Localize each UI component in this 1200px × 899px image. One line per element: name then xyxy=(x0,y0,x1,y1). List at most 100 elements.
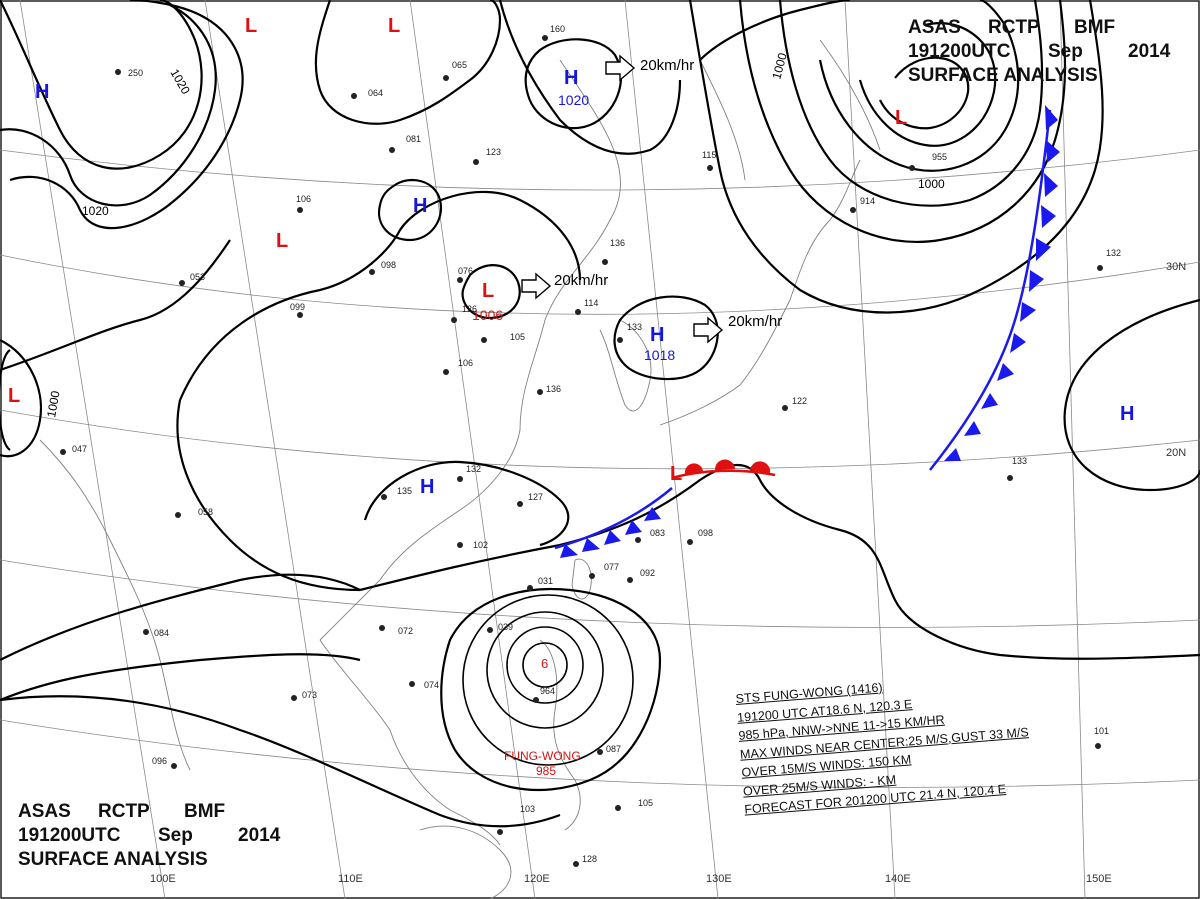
high-pressure-center: H xyxy=(413,195,427,217)
lon-line-130e xyxy=(624,0,719,899)
svg-text:096: 096 xyxy=(152,756,167,766)
station-plot: 073 xyxy=(291,690,317,701)
isobar xyxy=(377,178,443,242)
high-pressure-center: H xyxy=(564,67,578,89)
svg-text:136: 136 xyxy=(610,238,625,248)
cold-front-barbs xyxy=(560,507,661,558)
high-pressure-center: H xyxy=(1120,403,1134,425)
station-plot: 123 xyxy=(473,147,501,165)
svg-text:099: 099 xyxy=(290,302,305,312)
isobar xyxy=(0,695,561,828)
lon-line-110e xyxy=(204,0,346,899)
station-plot: 122 xyxy=(782,396,807,411)
station-plot: 098 xyxy=(687,528,713,545)
analysis-year: 2014 xyxy=(238,825,281,846)
svg-text:133: 133 xyxy=(627,322,642,332)
isobar xyxy=(359,464,1200,660)
station-plot: 955 xyxy=(909,152,947,171)
coast-borneo xyxy=(419,825,512,899)
svg-text:084: 084 xyxy=(154,628,169,638)
warm-front xyxy=(671,459,776,480)
motion-arrow: 20km/hr xyxy=(521,272,608,300)
typhoon-name: FUNG-WONG xyxy=(504,749,581,763)
station-plot: 076 xyxy=(457,266,473,283)
station-plot: 132 xyxy=(1097,248,1121,271)
chart-title-bottom: ASAS RCTP BMF 191200UTC Sep 2014 SURFACE ANA… xyxy=(18,800,280,872)
svg-text:058: 058 xyxy=(198,507,213,517)
low-pressure-center: L xyxy=(276,230,288,252)
svg-text:064: 064 xyxy=(368,88,383,98)
svg-text:122: 122 xyxy=(792,396,807,406)
svg-text:136: 136 xyxy=(546,384,561,394)
isobar xyxy=(498,0,682,155)
svg-text:127: 127 xyxy=(528,492,543,502)
isobar xyxy=(176,399,361,592)
svg-text:250: 250 xyxy=(128,68,143,78)
isobar xyxy=(879,56,970,130)
cold-front-barbs xyxy=(944,105,1060,461)
station-plot: 098 xyxy=(369,260,396,275)
svg-text:105: 105 xyxy=(510,332,525,342)
station-plot: 115 xyxy=(702,150,716,171)
agency-code: ASAS xyxy=(908,17,961,38)
station-plot: 135 xyxy=(381,486,412,500)
isobar-label: 1020 xyxy=(82,204,109,218)
coast-kamchatka xyxy=(819,39,881,151)
pressure-value: 1020 xyxy=(558,92,589,108)
isobar xyxy=(0,653,361,702)
station-plot: 133 xyxy=(617,322,642,343)
svg-text:114: 114 xyxy=(584,298,598,308)
svg-text:074: 074 xyxy=(424,680,439,690)
svg-text:103: 103 xyxy=(520,804,535,814)
agency-code: ASAS xyxy=(18,801,71,822)
station-plot: 128 xyxy=(573,854,597,867)
station-code: RCTP xyxy=(98,801,150,822)
low-pressure-center: L xyxy=(895,107,907,129)
isobar xyxy=(688,0,1104,314)
isobar-label: 1000 xyxy=(769,51,790,81)
pressure-centers: H L L H L H L L H L H H H L xyxy=(8,15,1134,498)
station-plot: 914 xyxy=(850,196,875,213)
typhoon-isobar xyxy=(462,594,634,766)
station-plot: 039 xyxy=(487,622,513,633)
typhoon-outer-isobar xyxy=(440,588,662,792)
analysis-year: 2014 xyxy=(1128,41,1171,62)
station-plot: 087 xyxy=(597,744,621,755)
svg-text:092: 092 xyxy=(640,568,655,578)
station-plot: 136 xyxy=(602,238,625,265)
chart-title-top: ASAS RCTP BMF 191200UTC Sep 2014 SURFACE ANA… xyxy=(908,16,1170,88)
isobar-label: 1000 xyxy=(44,389,62,418)
product-code: BMF xyxy=(1074,17,1116,38)
svg-text:106: 106 xyxy=(458,358,473,368)
low-pressure-center: L xyxy=(670,463,682,485)
svg-text:132: 132 xyxy=(1106,248,1121,258)
low-pressure-center: L xyxy=(8,385,20,407)
isobar xyxy=(0,4,217,207)
low-pressure-center: L xyxy=(482,280,494,302)
analysis-time: 191200UTC xyxy=(908,41,1011,62)
svg-text:087: 087 xyxy=(606,744,621,754)
station-plot: 083 xyxy=(635,528,665,543)
svg-text:047: 047 xyxy=(72,444,87,454)
high-pressure-center: H xyxy=(35,81,49,103)
isobar xyxy=(314,0,502,125)
typhoon-symbol: 6 xyxy=(541,656,548,671)
svg-text:964: 964 xyxy=(540,686,555,696)
coast-india xyxy=(39,439,191,771)
lat-label: 30N xyxy=(1166,261,1186,273)
low-pressure-center: L xyxy=(245,15,257,37)
station-plot: 065 xyxy=(443,60,467,81)
svg-text:073: 073 xyxy=(302,690,317,700)
analysis-month: Sep xyxy=(1048,41,1083,62)
station-plot: 133 xyxy=(1007,456,1027,481)
high-pressure-center: H xyxy=(420,476,434,498)
lat-label: 20N xyxy=(1166,447,1186,459)
svg-text:160: 160 xyxy=(550,24,565,34)
motion-speed: 20km/hr xyxy=(728,313,782,330)
svg-text:076: 076 xyxy=(458,266,473,276)
svg-text:132: 132 xyxy=(466,464,481,474)
isobar-label: 1000 xyxy=(918,177,945,191)
svg-text:106: 106 xyxy=(296,194,311,204)
